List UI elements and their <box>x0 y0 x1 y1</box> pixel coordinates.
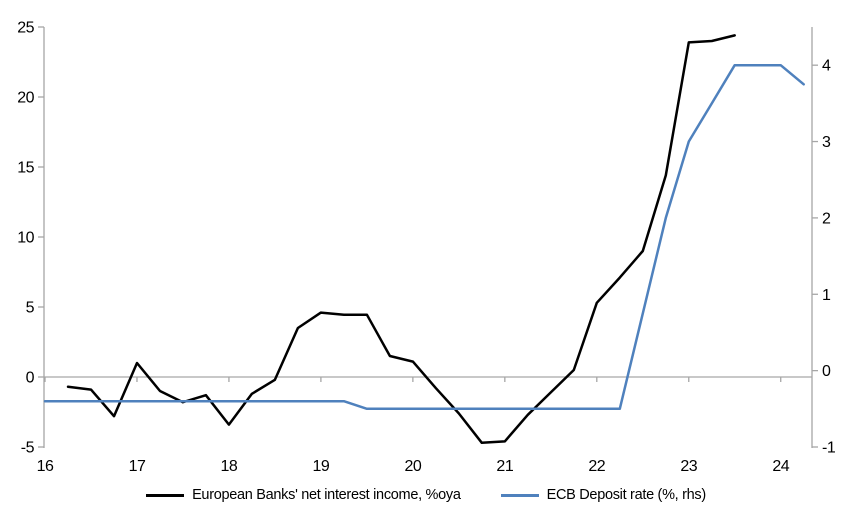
right-axis-label: 4 <box>822 58 831 75</box>
ecb-legend-label: ECB Deposit rate (%, rhs) <box>546 487 707 503</box>
x-axis-label: 23 <box>680 458 697 475</box>
x-axis-label: 24 <box>772 458 789 475</box>
left-axis-label: 20 <box>17 90 34 107</box>
right-axis-label: 0 <box>822 363 831 380</box>
x-axis-label: 22 <box>588 458 605 475</box>
right-axis-label: -1 <box>822 440 836 457</box>
left-axis-label: 0 <box>26 370 35 387</box>
ecb-rate-series-line <box>43 63 805 411</box>
x-axis-label: 19 <box>313 458 330 475</box>
x-axis-label: 16 <box>37 458 54 475</box>
left-axis-label: 10 <box>17 230 34 247</box>
legend-item-ecb: ECB Deposit rate (%, rhs) <box>500 487 707 503</box>
nii-line-swatch-icon <box>146 493 185 497</box>
ecb-line-swatch-icon <box>500 493 539 497</box>
left-axis-label: 5 <box>26 300 35 317</box>
x-axis-label: 20 <box>404 458 421 475</box>
legend-item-nii: European Banks' net interest income, %oy… <box>146 487 461 503</box>
left-axis-label: 15 <box>17 160 34 177</box>
right-axis-label: 1 <box>822 287 831 304</box>
right-axis-label: 3 <box>822 134 831 151</box>
right-axis-label: 2 <box>822 210 831 227</box>
x-axis-label: 18 <box>221 458 238 475</box>
nii-series-line <box>66 34 736 445</box>
chart-legend: European Banks' net interest income, %oy… <box>0 487 852 503</box>
x-axis-label: 17 <box>129 458 146 475</box>
left-axis-label: 25 <box>17 20 34 37</box>
x-axis-label: 21 <box>496 458 513 475</box>
nii-legend-label: European Banks' net interest income, %oy… <box>192 487 461 503</box>
left-axis-label: -5 <box>21 440 35 457</box>
